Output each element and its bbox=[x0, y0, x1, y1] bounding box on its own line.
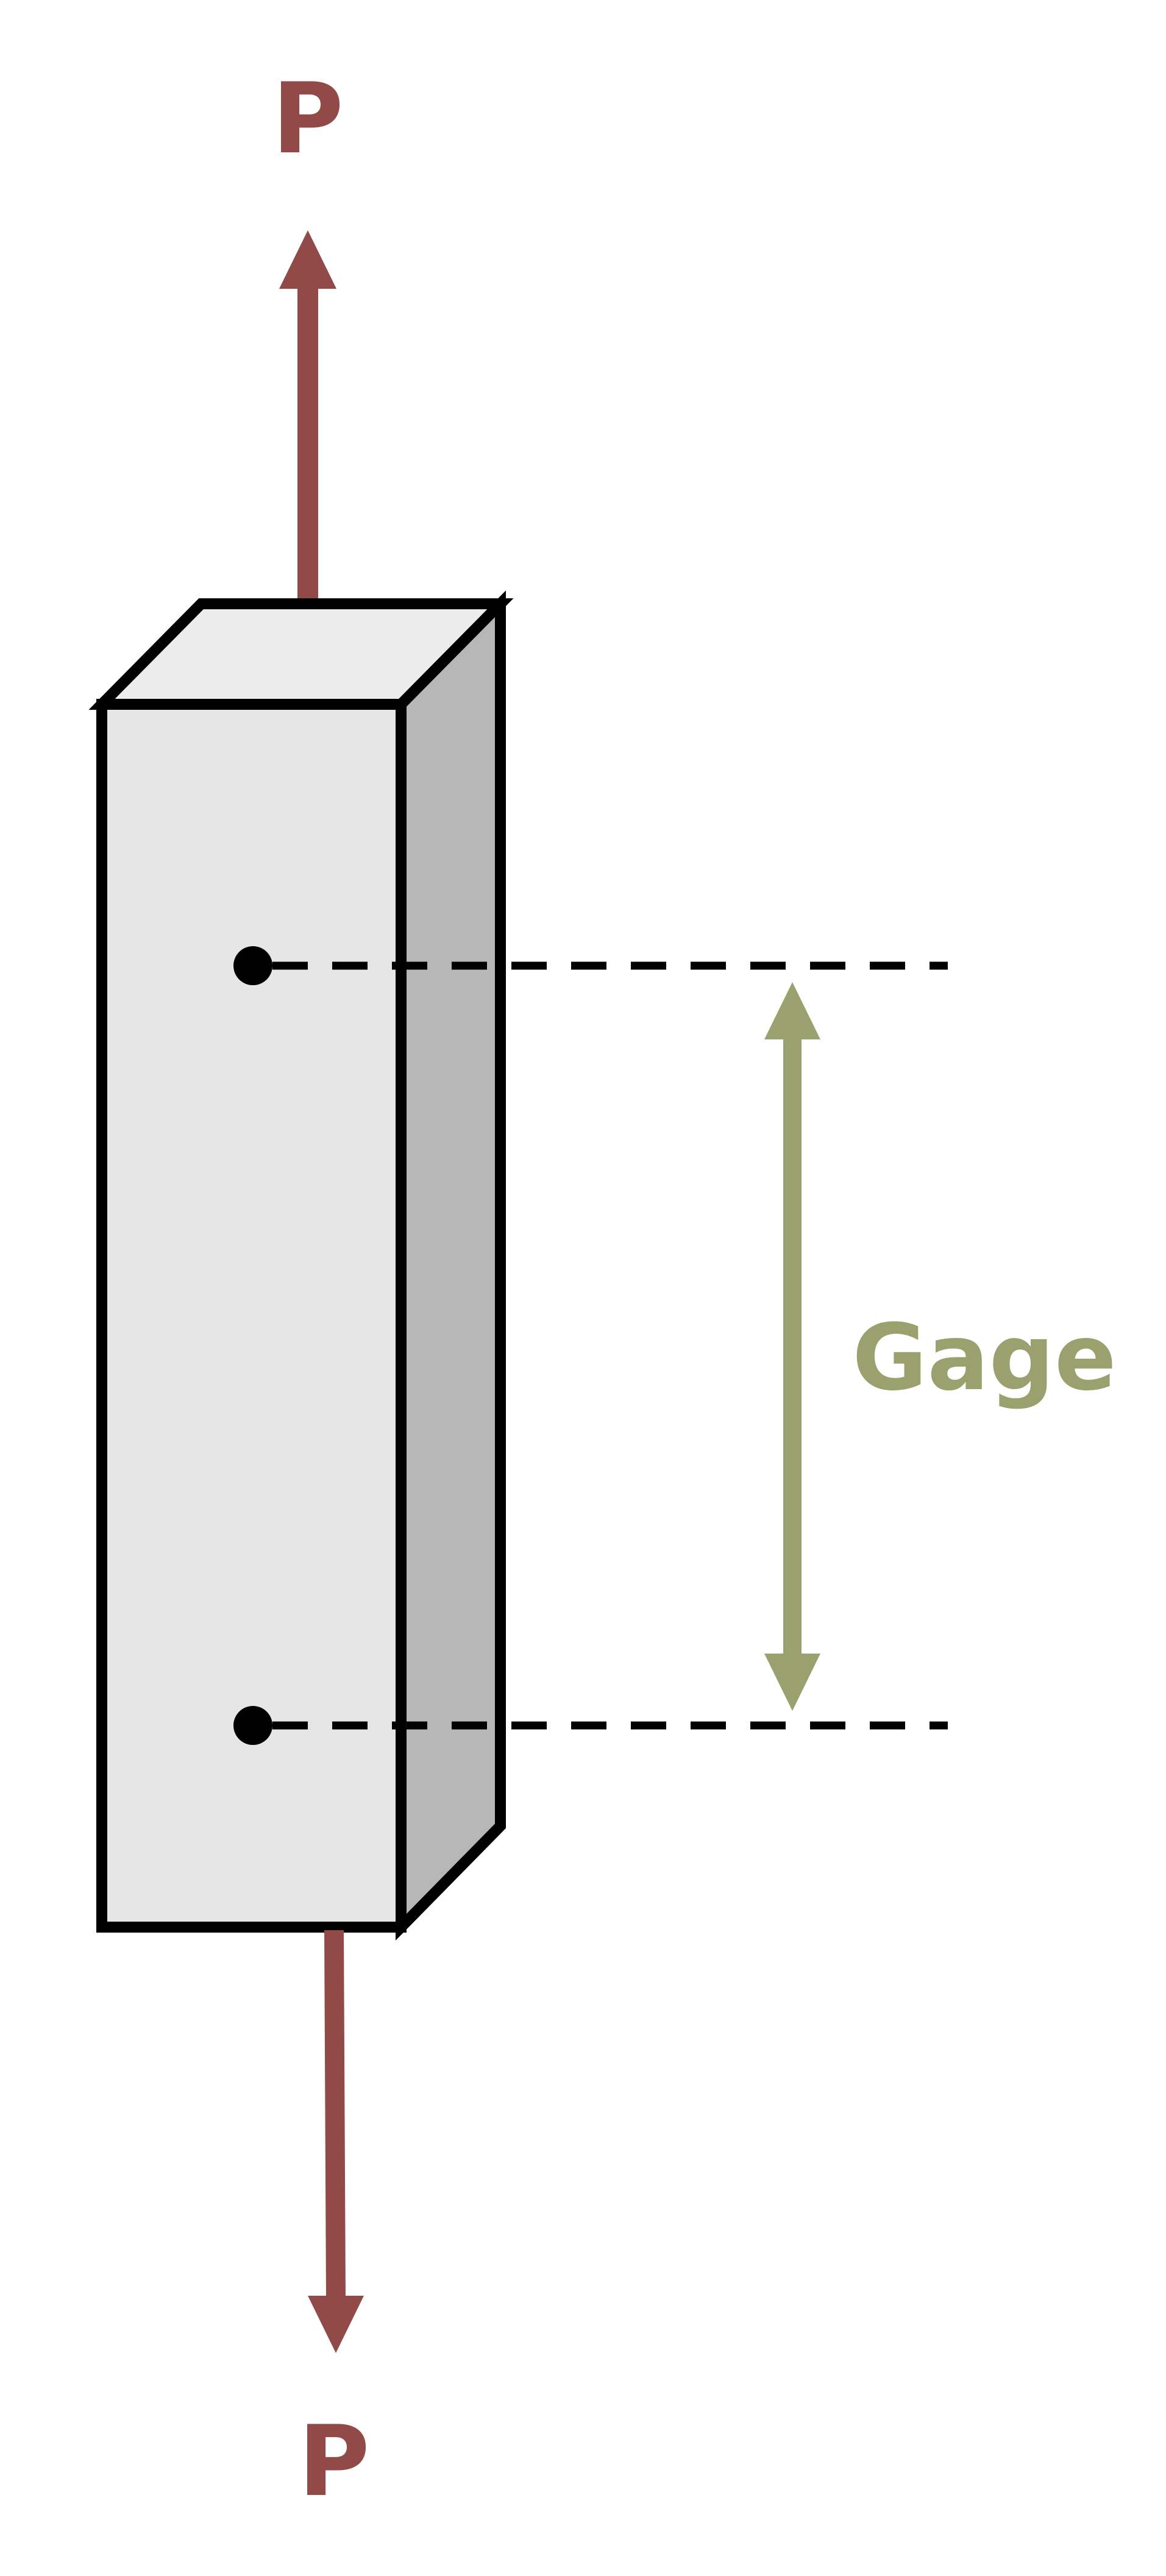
load-arrow-bottom bbox=[308, 1930, 364, 2353]
gage-length-arrow bbox=[764, 982, 820, 1711]
arrow-down-icon bbox=[308, 2296, 364, 2353]
gage-point-bottom bbox=[233, 1706, 272, 1745]
arrow-up-icon bbox=[279, 230, 336, 289]
gage-point-top bbox=[233, 946, 272, 985]
double-arrow-icon bbox=[764, 982, 820, 1039]
gage-arrowhead-bottom bbox=[764, 1654, 820, 1711]
gage-label: Gage bbox=[852, 1305, 1116, 1411]
load-label-top: P bbox=[272, 62, 343, 175]
gage-arrow-shaft bbox=[783, 1036, 802, 1657]
load-arrow-bottom-shaft bbox=[324, 1930, 346, 2300]
load-arrow-top bbox=[279, 230, 336, 661]
gage-mark-bottom bbox=[233, 1706, 948, 1745]
load-label-bottom: P bbox=[298, 2404, 369, 2518]
gage-mark-top bbox=[233, 946, 948, 985]
